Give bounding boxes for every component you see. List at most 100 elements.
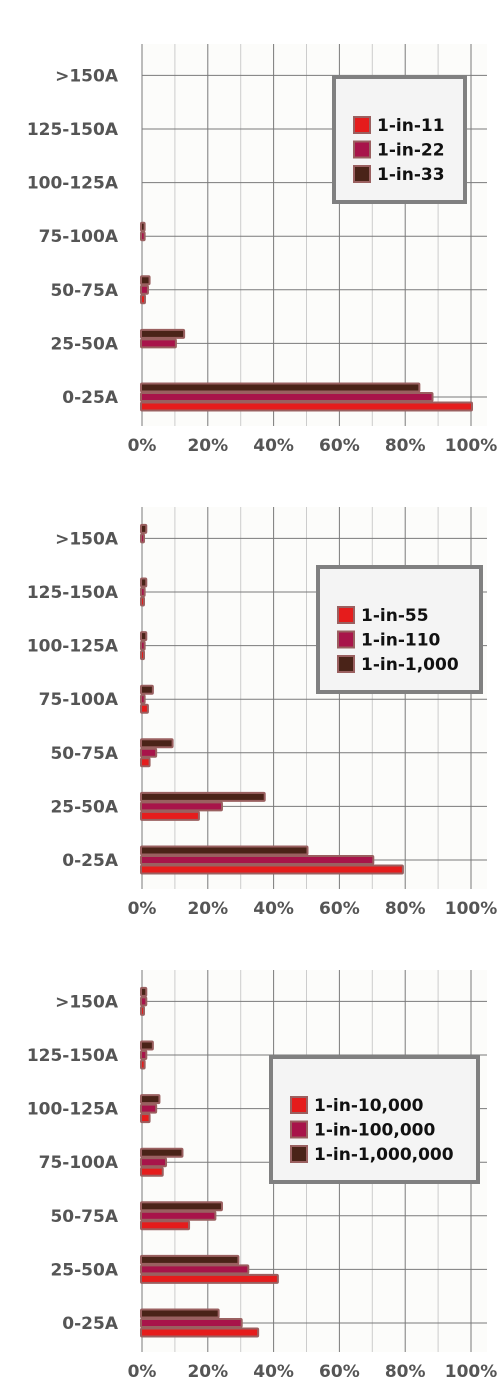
bar-1-in-1-000-000-0-25a — [140, 1308, 220, 1319]
bar-1-in-100-000-50-75a — [140, 1210, 217, 1221]
legend-swatch — [353, 140, 371, 159]
bar-1-in-1-000-000-50-75a — [140, 1201, 223, 1212]
bar-1-in-33-50-75a — [140, 275, 151, 286]
legend-label: 1-in-100,000 — [314, 1121, 435, 1141]
bar-1-in-100-000-125-150a — [140, 1050, 148, 1060]
bar-1-in-55-75-100a — [140, 703, 149, 714]
legend-swatch — [290, 1145, 308, 1163]
category-label: 75-100A — [39, 1153, 119, 1173]
bar-1-in-22-25-50a — [140, 338, 177, 349]
bar-1-in-1-000-100-125a — [140, 631, 148, 642]
bar-1-in-1-000-000--150a — [140, 986, 148, 997]
category-label: >150A — [55, 529, 119, 549]
bar-1-in-55-25-50a — [140, 810, 200, 821]
x-tick-label: 20% — [187, 1362, 228, 1382]
legend-swatch — [290, 1096, 308, 1114]
legend-label: 1-in-110 — [361, 631, 441, 651]
bar-1-in-1-000-25-50a — [140, 791, 266, 802]
legend-swatch — [353, 165, 371, 183]
x-tick-label: 100% — [445, 899, 498, 919]
chart-1: 0% 20% 40% 60% 80% 100% 0-25A 25-50A 50-75A 75-10… — [27, 44, 497, 456]
x-tick-label: 100% — [445, 436, 498, 456]
bar-1-in-100-000--150a — [140, 996, 148, 1007]
category-label: 50-75A — [50, 281, 118, 301]
x-tick-label: 60% — [319, 899, 360, 919]
bar-1-in-10-000-100-125a — [140, 1113, 151, 1124]
bar-1-in-110--150a — [140, 533, 145, 544]
x-tick-label: 0% — [128, 436, 157, 456]
x-tick-label: 0% — [128, 899, 157, 919]
bar-1-in-110-100-125a — [140, 640, 146, 651]
legend-label: 1-in-55 — [361, 606, 429, 626]
category-label: 75-100A — [39, 690, 119, 710]
x-tick-label: 80% — [385, 436, 426, 456]
legend-label: 1-in-10,000 — [314, 1096, 424, 1116]
chart-2: 0% 20% 40% 60% 80% 100% 0-25A 25-50A 50-75A 75-10… — [27, 507, 497, 919]
category-label: 0-25A — [62, 851, 119, 871]
category-label: 100-125A — [27, 637, 119, 657]
category-label: 125-150A — [27, 1046, 119, 1066]
legend: 1-in-10,000 1-in-100,000 1-in-1,000,000 — [269, 1055, 480, 1184]
category-label: 50-75A — [50, 744, 118, 764]
bar-1-in-55-125-150a — [140, 596, 145, 607]
x-tick-label: 60% — [319, 1362, 360, 1382]
bar-1-in-100-000-100-125a — [140, 1103, 158, 1114]
x-tick-label: 20% — [187, 436, 228, 456]
legend-box — [316, 565, 483, 694]
bar-1-in-55-50-75a — [140, 757, 151, 768]
bar-1-in-11-50-75a — [140, 294, 146, 305]
category-label: 125-150A — [27, 583, 119, 603]
legend-label: 1-in-33 — [377, 165, 445, 185]
bar-1-in-1-000-75-100a — [140, 684, 154, 695]
x-tick-label: 40% — [253, 1362, 294, 1382]
category-label: 125-150A — [27, 120, 119, 140]
bar-1-in-22-0-25a — [140, 392, 434, 402]
category-label: 75-100A — [39, 227, 119, 247]
bar-1-in-100-000-75-100a — [140, 1157, 168, 1168]
bar-1-in-10-000-25-50a — [140, 1273, 279, 1284]
legend: 1-in-55 1-in-110 1-in-1,000 — [316, 565, 483, 694]
x-tick-label: 40% — [253, 899, 294, 919]
bar-1-in-110-25-50a — [140, 801, 223, 812]
bar-1-in-1-000-000-100-125a — [140, 1094, 161, 1105]
bar-1-in-22-75-100a — [140, 231, 146, 242]
legend-swatch — [353, 116, 371, 134]
legend-swatch — [337, 655, 355, 673]
bar-1-in-33-0-25a — [140, 382, 421, 393]
bar-1-in-110-50-75a — [140, 747, 158, 758]
legend-label: 1-in-22 — [377, 141, 445, 161]
bar-1-in-1-000-0-25a — [140, 845, 309, 856]
category-label: 50-75A — [50, 1207, 118, 1227]
x-tick-label: 80% — [385, 1362, 426, 1382]
legend-swatch — [337, 630, 355, 649]
bar-1-in-33-75-100a — [140, 221, 146, 232]
category-label: >150A — [55, 992, 119, 1012]
bar-1-in-1-000-000-25-50a — [140, 1254, 240, 1265]
chart-3: 0% 20% 40% 60% 80% 100% 0-25A 25-50A 50-75A 75-10… — [27, 970, 497, 1382]
x-tick-label: 80% — [385, 899, 426, 919]
bar-1-in-110-0-25a — [140, 855, 375, 865]
legend-label: 1-in-1,000,000 — [314, 1145, 454, 1165]
bar-1-in-1-000-000-75-100a — [140, 1147, 184, 1158]
bar-1-in-10-000-50-75a — [140, 1220, 191, 1231]
legend-label: 1-in-11 — [377, 116, 445, 136]
bar-1-in-100-000-25-50a — [140, 1264, 250, 1275]
category-label: 100-125A — [27, 1100, 119, 1120]
x-tick-label: 60% — [319, 436, 360, 456]
bar-1-in-33-25-50a — [140, 328, 186, 339]
bar-1-in-10-000--150a — [140, 1005, 145, 1016]
category-label: 100-125A — [27, 174, 119, 194]
bar-1-in-1-000-50-75a — [140, 738, 174, 749]
legend-label: 1-in-1,000 — [361, 655, 459, 675]
bar-1-in-1-000-000-125-150a — [140, 1040, 154, 1051]
category-label: 25-50A — [50, 1260, 118, 1280]
x-tick-label: 20% — [187, 899, 228, 919]
bar-1-in-100-000-0-25a — [140, 1318, 243, 1328]
bar-1-in-110-125-150a — [140, 587, 146, 597]
bar-1-in-1-000-125-150a — [140, 577, 148, 588]
bar-1-in-110-75-100a — [140, 694, 146, 705]
bar-1-in-1-000--150a — [140, 523, 148, 534]
x-tick-label: 100% — [445, 1362, 498, 1382]
bar-1-in-10-000-75-100a — [140, 1166, 164, 1177]
legend-swatch — [337, 606, 355, 624]
